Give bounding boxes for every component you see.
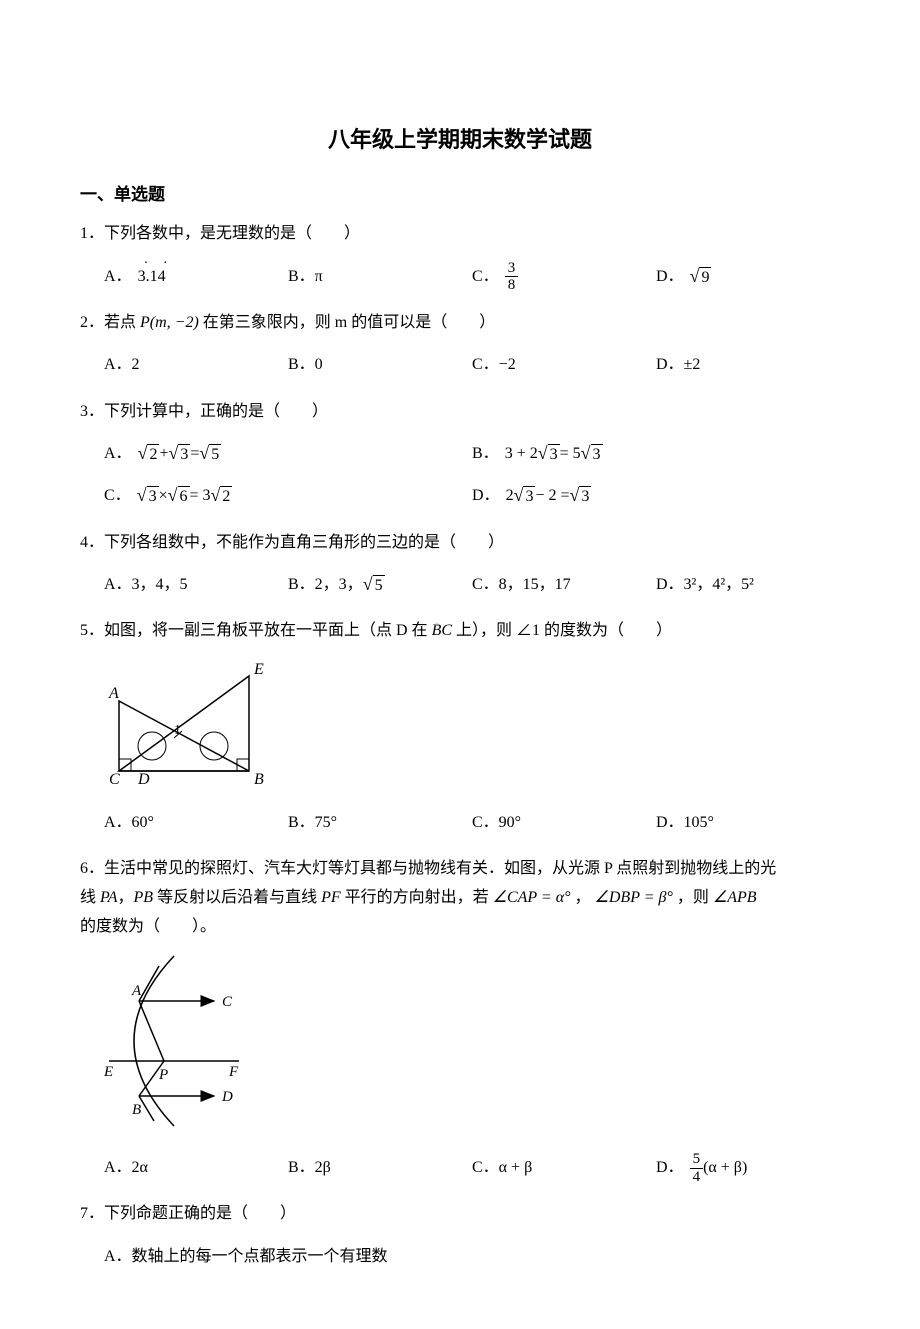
q5-opt-c: C．90° bbox=[472, 805, 656, 841]
question-6: 6．生活中常见的探照灯、汽车大灯等灯具都与抛物线有关．如图，从光源 P 点照射到… bbox=[80, 855, 840, 1186]
svg-text:F: F bbox=[228, 1064, 239, 1080]
question-1: 1．下列各数中，是无理数的是（ ） A． 3.14 B．π C． 3 8 D． … bbox=[80, 220, 840, 295]
q5-opt-b: B．75° bbox=[288, 805, 472, 841]
recurring-decimal: 3.14 bbox=[138, 263, 166, 292]
q4-options: A．3，4，5 B．2，3， √5 C．8，15，17 D．3²，4²，5² bbox=[80, 567, 840, 603]
q2-opt-b: B．0 bbox=[288, 348, 472, 384]
fraction: 5 4 bbox=[690, 1151, 704, 1185]
q3-opt-b: B． 3 + 2 √3 = 5 √3 bbox=[472, 437, 840, 473]
center-mark-icon: ▪ bbox=[435, 617, 439, 635]
q6-opt-a: A．2α bbox=[104, 1150, 288, 1186]
q3-opt-d: D． 2 √3 − 2 = √3 bbox=[472, 479, 840, 515]
sqrt: √9 bbox=[690, 267, 712, 287]
question-7: 7．下列命题正确的是（ ） A．数轴上的每一个点都表示一个有理数 bbox=[80, 1200, 840, 1275]
q4-opt-d: D．3²，4²，5² bbox=[656, 567, 840, 603]
q2-opt-a: A．2 bbox=[104, 348, 288, 384]
q1-opt-c: C． 3 8 bbox=[472, 259, 656, 295]
q6-opt-b: B．2β bbox=[288, 1150, 472, 1186]
svg-text:A: A bbox=[108, 685, 119, 702]
q2-stem: 2．若点 P(m, −2) 在第三象限内，则 m 的值可以是（ ） bbox=[80, 309, 840, 338]
section-heading: 一、单选题 bbox=[80, 180, 840, 211]
q3-options-2: C． √3 × √6 = 3 √2 D． 2 √3 − 2 = √3 bbox=[80, 479, 840, 515]
svg-text:1: 1 bbox=[174, 723, 181, 738]
svg-text:P: P bbox=[158, 1067, 168, 1083]
q5-stem: 5．如图，将一副三角板平放在一平面上（点 D 在 BC 上），则 ∠1 的度数为… bbox=[80, 617, 840, 646]
q5-figure: A E C D B 1 bbox=[104, 656, 840, 797]
q7-stem: 7．下列命题正确的是（ ） bbox=[80, 1200, 840, 1229]
svg-text:C: C bbox=[222, 994, 233, 1010]
question-2: 2．若点 P(m, −2) 在第三象限内，则 m 的值可以是（ ） A．2 B．… bbox=[80, 309, 840, 384]
svg-text:B: B bbox=[254, 771, 264, 786]
q4-opt-c: C．8，15，17 bbox=[472, 567, 656, 603]
q4-opt-a: A．3，4，5 bbox=[104, 567, 288, 603]
svg-text:E: E bbox=[104, 1064, 113, 1080]
svg-text:D: D bbox=[221, 1089, 233, 1105]
q5-opt-d: D．105° bbox=[656, 805, 840, 841]
q4-stem: 4．下列各组数中，不能作为直角三角形的三边的是（ ） bbox=[80, 529, 840, 558]
q5-opt-a: A．60° bbox=[104, 805, 288, 841]
q1-stem: 1．下列各数中，是无理数的是（ ） bbox=[80, 220, 840, 249]
q2-options: A．2 B．0 C．−2 D．±2 bbox=[80, 348, 840, 384]
q7-opt-a: A．数轴上的每一个点都表示一个有理数 bbox=[104, 1239, 840, 1275]
question-3: 3．下列计算中，正确的是（ ） A． √2 + √3 = √5 B． 3 + 2… bbox=[80, 398, 840, 515]
svg-text:A: A bbox=[131, 983, 142, 999]
q6-options: A．2α B．2β C．α + β D． 5 4 (α + β) bbox=[80, 1150, 840, 1186]
q3-options-1: A． √2 + √3 = √5 B． 3 + 2 √3 = 5 √3 bbox=[80, 437, 840, 473]
svg-text:B: B bbox=[132, 1102, 141, 1118]
q4-opt-b: B．2，3， √5 bbox=[288, 567, 472, 603]
fraction: 3 8 bbox=[505, 260, 519, 294]
q3-opt-a: A． √2 + √3 = √5 bbox=[104, 437, 472, 473]
q3-opt-c: C． √3 × √6 = 3 √2 bbox=[104, 479, 472, 515]
q2-opt-c: C．−2 bbox=[472, 348, 656, 384]
q6-stem: 6．生活中常见的探照灯、汽车大灯等灯具都与抛物线有关．如图，从光源 P 点照射到… bbox=[80, 855, 840, 941]
q7-options: A．数轴上的每一个点都表示一个有理数 bbox=[80, 1239, 840, 1275]
question-4: 4．下列各组数中，不能作为直角三角形的三边的是（ ） A．3，4，5 B．2，3… bbox=[80, 529, 840, 604]
q1-opt-b: B．π bbox=[288, 259, 472, 295]
svg-text:C: C bbox=[109, 771, 120, 786]
q1-opt-d: D． √9 bbox=[656, 259, 840, 295]
q6-opt-d: D． 5 4 (α + β) bbox=[656, 1150, 840, 1186]
q2-opt-d: D．±2 bbox=[656, 348, 840, 384]
svg-text:D: D bbox=[137, 771, 150, 786]
question-5: 5．如图，将一副三角板平放在一平面上（点 D 在 BC 上），则 ∠1 的度数为… bbox=[80, 617, 840, 841]
q1-options: A． 3.14 B．π C． 3 8 D． √9 bbox=[80, 259, 840, 295]
q1-opt-a: A． 3.14 bbox=[104, 259, 288, 295]
page-title: 八年级上学期期末数学试题 bbox=[80, 120, 840, 160]
q5-options: A．60° B．75° C．90° D．105° bbox=[80, 805, 840, 841]
q6-opt-c: C．α + β bbox=[472, 1150, 656, 1186]
q6-figure: A C E P F B D bbox=[104, 951, 840, 1142]
q3-stem: 3．下列计算中，正确的是（ ） bbox=[80, 398, 840, 427]
svg-text:E: E bbox=[253, 661, 264, 678]
